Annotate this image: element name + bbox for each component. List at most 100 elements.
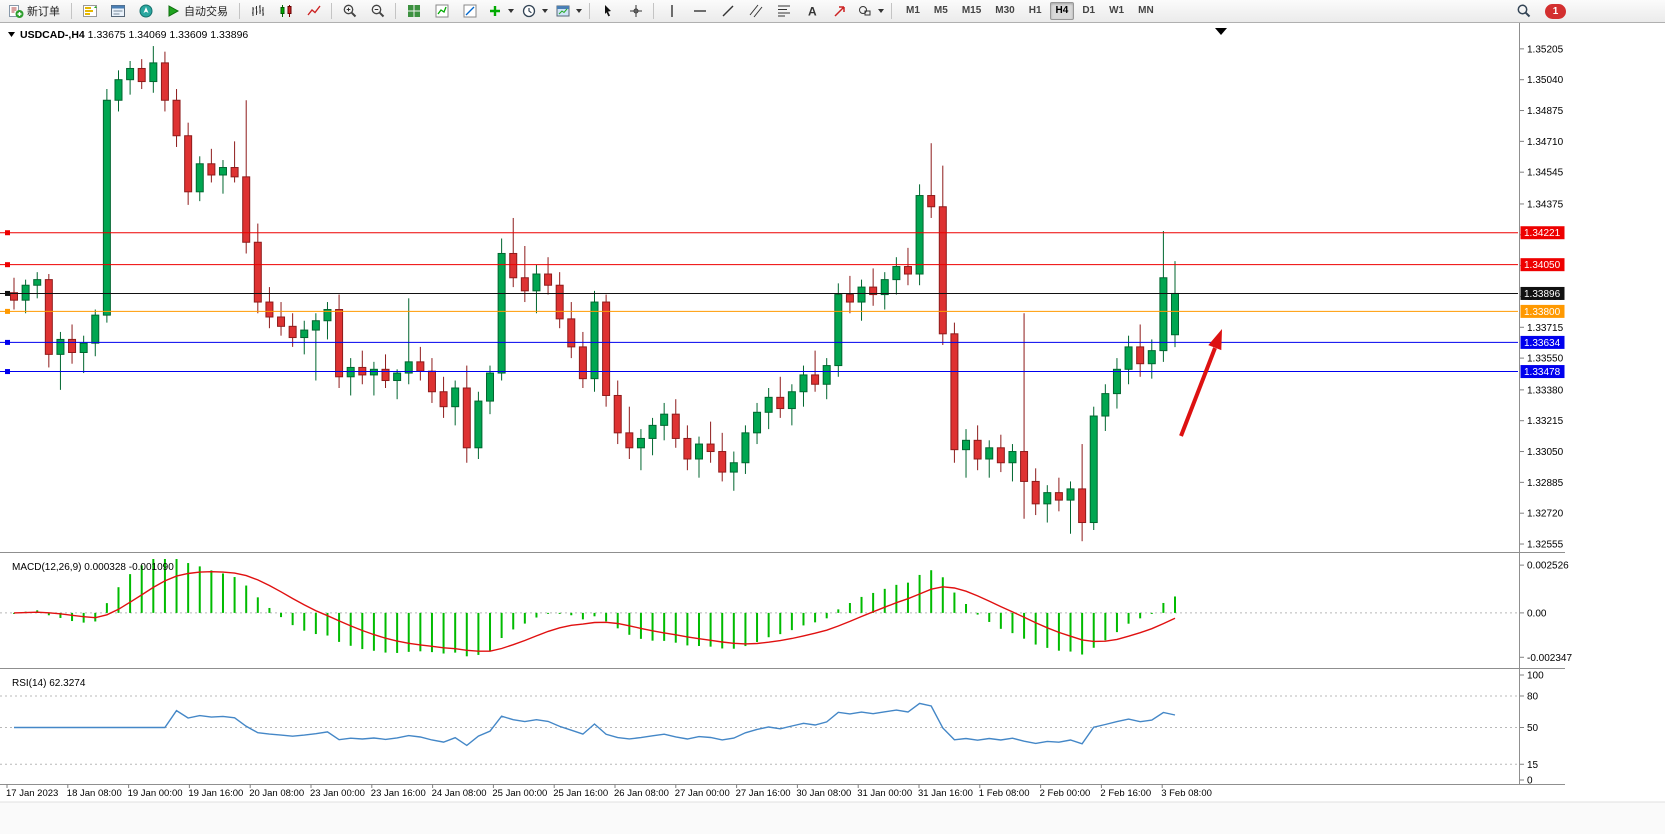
candle-body	[694, 443, 703, 460]
pivot-line-orange-handle[interactable]	[5, 308, 10, 314]
fibonacci-button[interactable]	[770, 1, 797, 22]
candle-body	[555, 284, 564, 320]
trendline-button[interactable]	[714, 1, 741, 22]
vertical-line-button[interactable]	[658, 1, 685, 22]
macd-histogram-bar	[245, 585, 248, 613]
resistance-line-upper-price-text: 1.34221	[1524, 228, 1561, 239]
time-axis-label: 26 Jan 08:00	[614, 788, 669, 799]
objects-list-button[interactable]	[456, 1, 483, 22]
template-button[interactable]	[552, 1, 585, 22]
candle-body	[520, 277, 529, 292]
indicator-list-button[interactable]	[428, 1, 455, 22]
candle-body	[149, 62, 158, 83]
candle-body	[822, 365, 831, 385]
time-axis-label: 3 Feb 08:00	[1161, 788, 1212, 799]
timeframe-m5[interactable]: M5	[933, 5, 948, 16]
timeframe-w1[interactable]: W1	[1109, 5, 1125, 16]
macd-histogram-bar	[349, 612, 352, 646]
macd-histogram-bar	[152, 559, 155, 613]
chart-canvas[interactable]: 1.35205 1.35040 1.34875 1.34710 1.34545 1.343…	[0, 23, 1665, 834]
line-chart-icon	[306, 5, 321, 16]
macd-histogram-bar	[605, 612, 608, 622]
candlestick-chart-button[interactable]	[272, 1, 299, 22]
zoom-out-button[interactable]	[364, 1, 391, 22]
candle-body	[683, 437, 692, 460]
candle-body	[207, 163, 216, 176]
chart-window: 1.35205 1.35040 1.34875 1.34710 1.34545 1.343…	[0, 23, 1665, 834]
macd-histogram-bar	[1104, 612, 1107, 641]
dropdown-caret-icon	[542, 9, 548, 13]
navigator-button[interactable]	[132, 1, 159, 22]
equidistant-channel-button[interactable]	[742, 1, 769, 22]
time-axis-label: 27 Jan 16:00	[736, 788, 791, 799]
macd-histogram-bar	[105, 603, 108, 613]
candle-body	[218, 167, 227, 176]
resistance-line-upper-handle[interactable]	[5, 230, 10, 236]
data-window-button[interactable]	[104, 1, 131, 22]
macd-histogram-bar	[721, 612, 724, 649]
rsi-scale-label: 15	[1527, 760, 1539, 771]
macd-histogram-bar	[187, 563, 190, 613]
candle-body	[776, 396, 785, 410]
bid-price-line-handle[interactable]	[5, 290, 10, 296]
macd-histogram-bar	[535, 612, 538, 618]
candle-body	[1147, 350, 1156, 365]
time-axis-label: 27 Jan 00:00	[675, 788, 730, 799]
resistance-line-lower-price-label	[1520, 258, 1565, 272]
macd-histogram-bar	[175, 559, 178, 613]
price-scale-label: 1.34875	[1527, 106, 1564, 117]
candle-body	[845, 294, 854, 303]
shapes-icon	[859, 6, 871, 16]
market-watch-button[interactable]	[76, 1, 103, 22]
support-line-lower-handle[interactable]	[5, 369, 10, 375]
line-chart-button[interactable]	[300, 1, 327, 22]
chart-shift-marker[interactable]	[1215, 28, 1227, 35]
zoom-in-button[interactable]	[336, 1, 363, 22]
autotrading-button[interactable]: 自动交易	[160, 1, 235, 22]
macd-histogram-bar	[198, 566, 201, 613]
add-indicator-button[interactable]	[484, 1, 517, 22]
candle-body	[79, 342, 88, 353]
macd-histogram-bar	[674, 612, 677, 643]
macd-histogram-bar	[256, 597, 259, 613]
autotrading-icon	[168, 5, 180, 17]
candle-body	[68, 338, 77, 353]
candle-body	[137, 67, 146, 83]
horizontal-line-button[interactable]	[686, 1, 713, 22]
macd-histogram-bar	[489, 612, 492, 652]
new-order-button[interactable]: 新订单	[3, 1, 67, 22]
timeframe-h4[interactable]: H4	[1049, 2, 1075, 20]
timeframe-m15[interactable]: M15	[961, 5, 982, 16]
periods-button[interactable]	[518, 1, 551, 22]
macd-histogram-bar	[639, 612, 642, 639]
timeframe-h1[interactable]: H1	[1028, 5, 1042, 16]
search-button[interactable]	[1510, 1, 1537, 22]
trend-arrow[interactable]	[1179, 347, 1217, 437]
macd-histogram-bar	[837, 609, 840, 613]
shapes-dropdown-button[interactable]	[854, 1, 887, 22]
timeframe-m30[interactable]: M30	[995, 5, 1015, 16]
trend-arrow-head[interactable]	[1208, 329, 1222, 351]
macd-histogram-bar	[790, 612, 793, 631]
macd-histogram-bar	[163, 559, 166, 613]
autotrading-label: 自动交易	[184, 6, 228, 18]
arrow-label-button[interactable]	[826, 1, 853, 22]
one-click-trading-toggle[interactable]	[8, 32, 15, 37]
cursor-button[interactable]	[594, 1, 621, 22]
timeframe-mn[interactable]: MN	[1138, 5, 1154, 16]
pivot-line-orange-price-label	[1520, 304, 1565, 318]
bar-chart-button[interactable]	[244, 1, 271, 22]
timeframe-m1[interactable]: M1	[906, 5, 920, 16]
macd-histogram-bar	[906, 582, 909, 613]
resistance-line-lower-handle[interactable]	[5, 262, 10, 268]
notification-badge[interactable]: 1	[1545, 3, 1566, 19]
tile-windows-button[interactable]	[400, 1, 427, 22]
candle-body	[729, 462, 738, 473]
support-line-upper-handle[interactable]	[5, 339, 10, 345]
candle-body	[1066, 488, 1075, 501]
crosshair-button[interactable]	[622, 1, 649, 22]
candle-body	[126, 67, 135, 81]
macd-histogram-bar	[1162, 602, 1165, 613]
timeframe-d1[interactable]: D1	[1082, 5, 1096, 16]
text-button[interactable]: A	[798, 1, 825, 22]
